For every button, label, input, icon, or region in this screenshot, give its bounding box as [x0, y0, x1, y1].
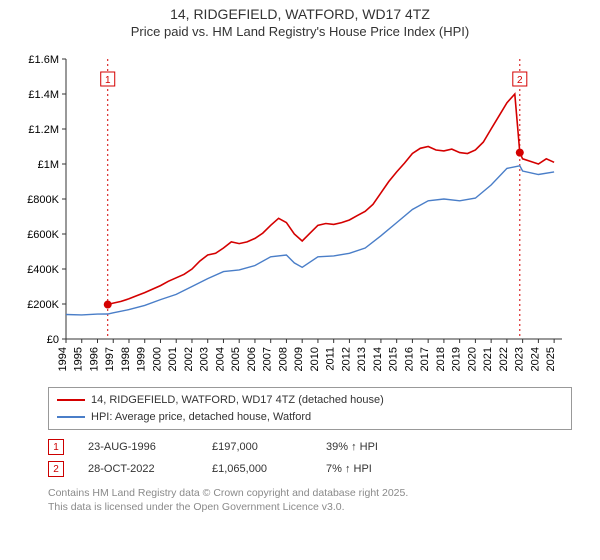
svg-text:2017: 2017 — [419, 347, 431, 371]
svg-text:2022: 2022 — [498, 347, 510, 371]
svg-text:2016: 2016 — [403, 347, 415, 371]
svg-text:2004: 2004 — [214, 347, 226, 371]
svg-text:£1.6M: £1.6M — [28, 54, 59, 66]
sale-delta: 7% ↑ HPI — [326, 463, 372, 475]
sale-marker: 1 — [48, 439, 64, 455]
svg-text:1996: 1996 — [88, 347, 100, 371]
svg-text:1994: 1994 — [57, 347, 69, 371]
svg-text:2005: 2005 — [230, 347, 242, 371]
sale-price: £1,065,000 — [212, 463, 302, 475]
svg-text:£0: £0 — [47, 334, 59, 346]
svg-text:1998: 1998 — [120, 347, 132, 371]
svg-text:2011: 2011 — [325, 347, 337, 371]
chart-area: £0 £200K £400K £600K £800K £1M £1.2M £1.4M £1.6M… — [14, 49, 586, 379]
svg-text:2020: 2020 — [466, 347, 478, 371]
legend-swatch — [57, 399, 85, 401]
svg-text:£1.4M: £1.4M — [28, 89, 59, 101]
svg-text:2015: 2015 — [388, 347, 400, 371]
svg-text:2009: 2009 — [293, 347, 305, 371]
svg-text:2002: 2002 — [183, 347, 195, 371]
svg-text:£400K: £400K — [27, 264, 59, 276]
svg-text:2001: 2001 — [167, 347, 179, 371]
footer-line: This data is licensed under the Open Gov… — [48, 500, 572, 514]
svg-text:2: 2 — [517, 75, 523, 86]
svg-text:2007: 2007 — [262, 347, 274, 371]
svg-text:2023: 2023 — [514, 347, 526, 371]
sale-delta: 39% ↑ HPI — [326, 441, 378, 453]
legend-label: 14, RIDGEFIELD, WATFORD, WD17 4TZ (detac… — [91, 392, 384, 409]
svg-text:2000: 2000 — [151, 347, 163, 371]
chart-legend: 14, RIDGEFIELD, WATFORD, WD17 4TZ (detac… — [48, 387, 572, 430]
svg-text:2003: 2003 — [199, 347, 211, 371]
footer-line: Contains HM Land Registry data © Crown c… — [48, 486, 572, 500]
svg-text:£200K: £200K — [27, 299, 59, 311]
legend-swatch — [57, 416, 85, 418]
svg-text:2021: 2021 — [482, 347, 494, 371]
legend-label: HPI: Average price, detached house, Watf… — [91, 409, 311, 426]
chart-title: 14, RIDGEFIELD, WATFORD, WD17 4TZ — [0, 0, 600, 22]
svg-text:2006: 2006 — [246, 347, 258, 371]
svg-text:2019: 2019 — [451, 347, 463, 371]
sale-row: 2 28-OCT-2022 £1,065,000 7% ↑ HPI — [48, 458, 572, 480]
sale-date: 23-AUG-1996 — [88, 441, 188, 453]
svg-text:£1M: £1M — [38, 159, 59, 171]
svg-text:1997: 1997 — [104, 347, 116, 371]
price-chart-card: 14, RIDGEFIELD, WATFORD, WD17 4TZ Price … — [0, 0, 600, 560]
svg-text:£800K: £800K — [27, 194, 59, 206]
sale-date: 28-OCT-2022 — [88, 463, 188, 475]
sale-marker: 2 — [48, 461, 64, 477]
svg-text:1: 1 — [105, 75, 111, 86]
svg-text:1995: 1995 — [73, 347, 85, 371]
svg-text:2014: 2014 — [372, 347, 384, 371]
svg-text:2008: 2008 — [277, 347, 289, 371]
svg-text:2013: 2013 — [356, 347, 368, 371]
chart-subtitle: Price paid vs. HM Land Registry's House … — [0, 22, 600, 39]
sales-table: 1 23-AUG-1996 £197,000 39% ↑ HPI 2 28-OC… — [48, 436, 572, 480]
attribution-footer: Contains HM Land Registry data © Crown c… — [48, 486, 572, 514]
svg-text:£1.2M: £1.2M — [28, 124, 59, 136]
legend-item: 14, RIDGEFIELD, WATFORD, WD17 4TZ (detac… — [57, 392, 563, 409]
svg-text:2025: 2025 — [545, 347, 557, 371]
sale-row: 1 23-AUG-1996 £197,000 39% ↑ HPI — [48, 436, 572, 458]
legend-item: HPI: Average price, detached house, Watf… — [57, 409, 563, 426]
svg-text:2024: 2024 — [529, 347, 541, 371]
svg-text:2010: 2010 — [309, 347, 321, 371]
svg-text:2018: 2018 — [435, 347, 447, 371]
svg-text:£600K: £600K — [27, 229, 59, 241]
sale-price: £197,000 — [212, 441, 302, 453]
svg-text:2012: 2012 — [340, 347, 352, 371]
svg-text:1999: 1999 — [136, 347, 148, 371]
line-chart: £0 £200K £400K £600K £800K £1M £1.2M £1.4M £1.6M… — [14, 49, 574, 379]
